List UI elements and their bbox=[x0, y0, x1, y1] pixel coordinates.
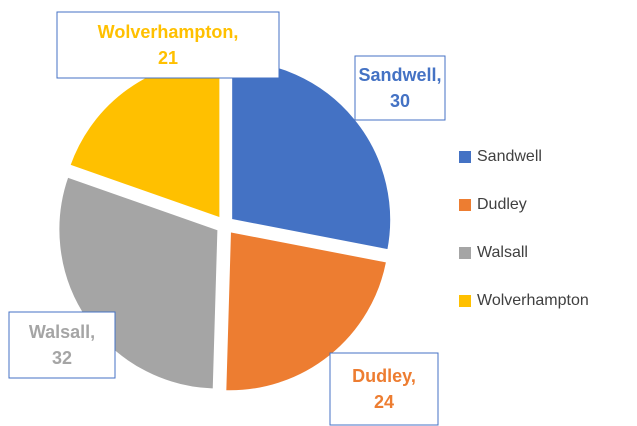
label-box bbox=[329, 352, 439, 426]
data-label: Dudley, 24 bbox=[352, 366, 416, 412]
legend-label: Dudley bbox=[477, 196, 527, 213]
legend-label: Wolverhampton bbox=[477, 292, 589, 309]
legend-swatch bbox=[459, 151, 471, 163]
legend-label: Sandwell bbox=[477, 148, 542, 165]
data-label: Walsall, 32 bbox=[29, 322, 95, 368]
label-box bbox=[354, 55, 446, 121]
data-label: Wolverhampton, 21 bbox=[98, 22, 239, 68]
legend-swatch bbox=[459, 295, 471, 307]
legend-swatch bbox=[459, 199, 471, 211]
legend-swatch bbox=[459, 247, 471, 259]
label-box bbox=[56, 11, 280, 79]
legend-label: Walsall bbox=[477, 244, 528, 261]
label-box bbox=[8, 311, 116, 379]
data-label: Sandwell, 30 bbox=[358, 65, 441, 111]
